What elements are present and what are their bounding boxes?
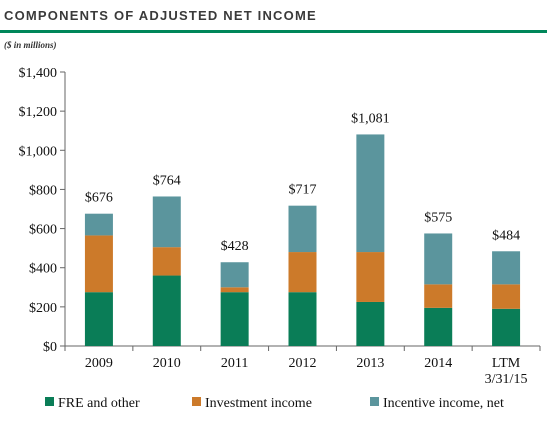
- bar-segment-incentive-income-net: [288, 205, 317, 253]
- total-label: $717: [289, 183, 317, 198]
- legend-swatch: [192, 397, 201, 406]
- bar-segment-fre-and-other: [424, 307, 453, 346]
- x-tick-label: 3/31/15: [485, 372, 528, 387]
- y-tick-label: $1,000: [19, 144, 58, 159]
- total-label: $1,081: [351, 111, 390, 126]
- legend-label: Incentive income, net: [383, 396, 504, 411]
- bar-segment-incentive-income-net: [84, 213, 113, 236]
- bar-segment-investment-income: [492, 284, 521, 309]
- bar-segment-fre-and-other: [152, 275, 181, 346]
- bar-segment-fre-and-other: [84, 292, 113, 346]
- bar-segment-fre-and-other: [356, 301, 385, 346]
- bar-segment-incentive-income-net: [152, 196, 181, 248]
- legend-label: FRE and other: [58, 396, 140, 411]
- y-tick-label: $200: [29, 301, 57, 316]
- bar-segment-fre-and-other: [492, 308, 521, 346]
- x-tick-label: 2011: [221, 356, 248, 371]
- total-label: $676: [85, 191, 113, 206]
- bar-segment-incentive-income-net: [492, 251, 521, 285]
- y-tick-label: $1,400: [19, 66, 58, 81]
- x-tick-label: 2009: [85, 356, 113, 371]
- x-tick-label: 2010: [153, 356, 181, 371]
- total-label: $428: [221, 239, 249, 254]
- x-tick-label: 2014: [424, 356, 452, 371]
- legend-label: Investment income: [205, 396, 312, 411]
- y-tick-label: $800: [29, 183, 57, 198]
- legend-swatch: [45, 397, 54, 406]
- total-label: $764: [153, 173, 181, 188]
- total-label: $484: [492, 228, 520, 243]
- x-tick-label: 2012: [289, 356, 317, 371]
- bar-segment-investment-income: [220, 287, 249, 293]
- title-rule: [0, 30, 547, 33]
- y-tick-label: $0: [43, 340, 57, 355]
- bar-segment-incentive-income-net: [424, 233, 453, 285]
- total-label: $575: [424, 210, 452, 225]
- bar-segment-investment-income: [152, 247, 181, 276]
- bar-segment-investment-income: [356, 252, 385, 302]
- chart-title: COMPONENTS OF ADJUSTED NET INCOME: [4, 8, 317, 23]
- bar-segment-investment-income: [84, 235, 113, 293]
- y-tick-label: $1,200: [19, 105, 58, 120]
- units-label: ($ in millions): [4, 40, 57, 50]
- bar-segment-investment-income: [288, 252, 317, 293]
- y-tick-label: $600: [29, 223, 57, 238]
- legend-swatch: [370, 397, 379, 406]
- y-tick-label: $400: [29, 262, 57, 277]
- x-tick-label: LTM: [492, 356, 521, 371]
- bar-segment-fre-and-other: [288, 292, 317, 346]
- bar-segment-incentive-income-net: [356, 134, 385, 253]
- x-tick-label: 2013: [356, 356, 384, 371]
- bar-segment-incentive-income-net: [220, 262, 249, 288]
- bar-segment-fre-and-other: [220, 292, 249, 346]
- bar-segment-investment-income: [424, 284, 453, 308]
